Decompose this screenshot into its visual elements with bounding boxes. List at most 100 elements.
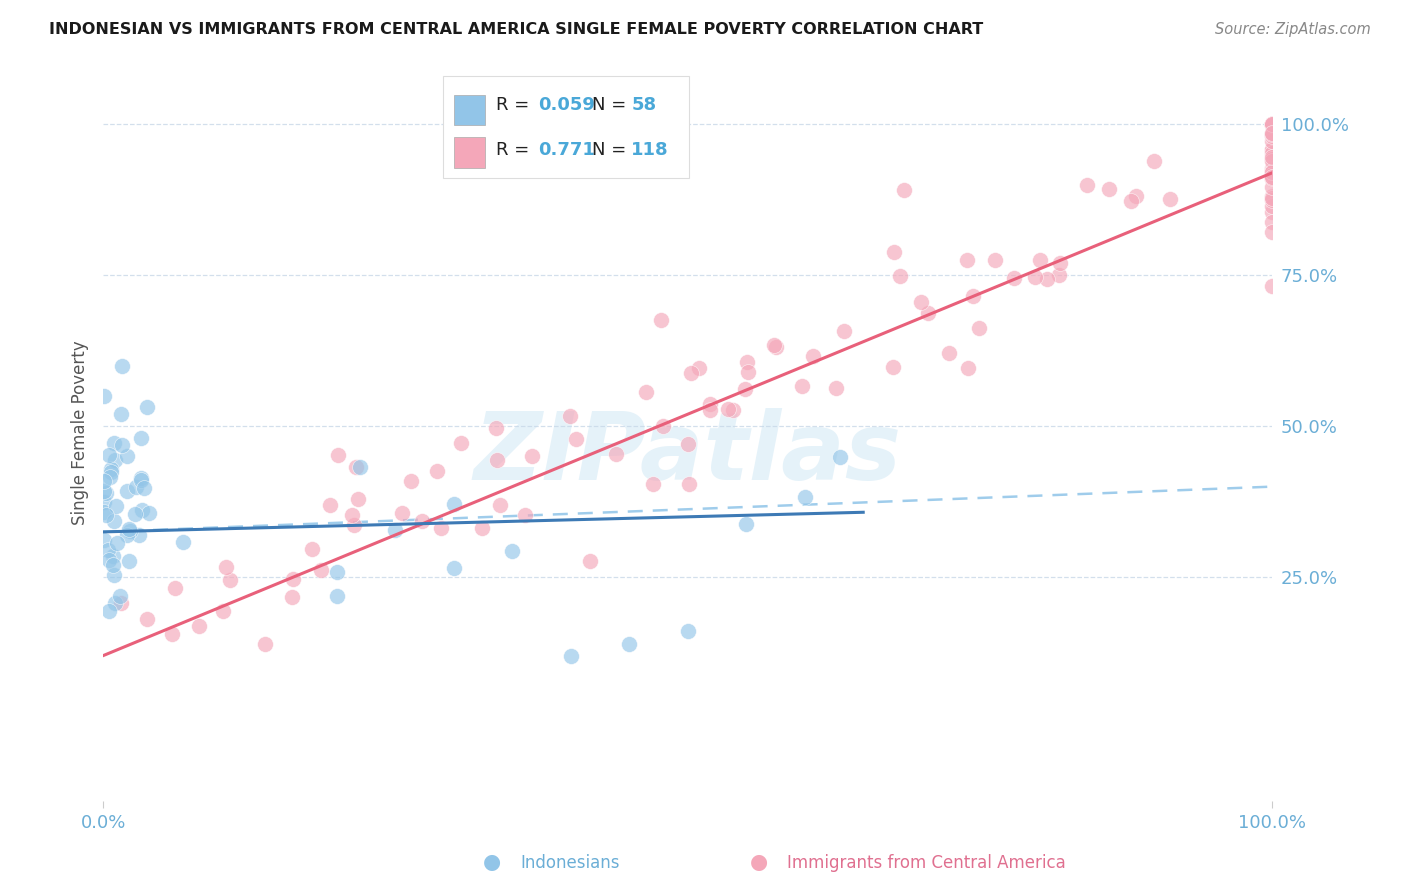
Point	[486, 453, 509, 467]
Point	[1261, 169, 1284, 184]
Point	[391, 506, 413, 520]
Point	[801, 349, 824, 363]
Point	[129, 474, 152, 488]
Point	[1125, 189, 1147, 203]
Point	[679, 367, 702, 381]
Point	[652, 419, 675, 434]
Point	[699, 397, 721, 411]
Point	[650, 313, 672, 327]
Point	[1261, 117, 1284, 131]
Point	[118, 554, 141, 568]
Point	[564, 432, 586, 446]
Point	[104, 500, 127, 514]
Point	[100, 465, 122, 479]
Point	[97, 448, 120, 462]
Point	[104, 452, 127, 467]
Text: Source: ZipAtlas.com: Source: ZipAtlas.com	[1215, 22, 1371, 37]
Point	[309, 563, 332, 577]
Point	[883, 245, 905, 260]
Point	[131, 503, 153, 517]
Point	[688, 361, 710, 376]
Point	[340, 508, 363, 523]
Point	[138, 506, 160, 520]
Point	[1261, 117, 1284, 131]
Point	[520, 450, 543, 464]
Text: N =: N =	[592, 141, 631, 159]
Point	[1002, 271, 1025, 285]
Point	[910, 295, 932, 310]
Point	[129, 471, 152, 485]
Point	[93, 474, 115, 488]
Point	[1261, 279, 1284, 293]
Point	[101, 549, 124, 563]
Point	[643, 476, 665, 491]
Point	[1261, 171, 1284, 186]
Text: ●: ●	[484, 853, 501, 872]
Point	[889, 268, 911, 283]
Text: R =: R =	[496, 96, 536, 114]
Text: N =: N =	[592, 96, 631, 114]
Point	[678, 476, 700, 491]
Point	[429, 521, 451, 535]
Point	[765, 340, 787, 354]
Point	[326, 565, 349, 579]
Point	[1159, 192, 1181, 206]
Point	[828, 450, 851, 465]
Point	[443, 498, 465, 512]
Point	[349, 459, 371, 474]
Point	[1261, 165, 1284, 179]
Point	[1261, 126, 1284, 140]
Point	[103, 436, 125, 450]
Point	[619, 636, 641, 650]
Point	[93, 389, 115, 403]
Point	[1261, 128, 1284, 142]
Text: 58: 58	[631, 96, 657, 114]
Point	[737, 365, 759, 379]
Point	[1261, 134, 1284, 148]
Point	[172, 535, 194, 549]
Point	[97, 553, 120, 567]
Point	[1143, 153, 1166, 168]
Point	[1261, 118, 1284, 132]
Point	[301, 542, 323, 557]
Point	[93, 505, 115, 519]
Point	[111, 438, 134, 452]
Text: Immigrants from Central America: Immigrants from Central America	[787, 855, 1066, 872]
Point	[328, 448, 350, 462]
Point	[734, 382, 756, 396]
Point	[131, 431, 153, 445]
Point	[762, 338, 785, 352]
Point	[411, 514, 433, 528]
Point	[104, 596, 127, 610]
Point	[735, 516, 758, 531]
Point	[93, 495, 115, 509]
Point	[956, 253, 979, 268]
Point	[124, 507, 146, 521]
Point	[834, 324, 856, 338]
Point	[471, 521, 494, 535]
Point	[1261, 152, 1284, 166]
Point	[103, 515, 125, 529]
Point	[984, 253, 1007, 268]
Point	[825, 381, 848, 395]
Point	[94, 486, 117, 500]
Point	[97, 604, 120, 618]
Point	[1261, 180, 1284, 194]
Point	[111, 359, 134, 373]
Point	[98, 470, 121, 484]
Point	[917, 306, 939, 320]
Point	[1261, 117, 1284, 131]
Point	[1261, 117, 1284, 131]
Point	[962, 289, 984, 303]
Point	[579, 554, 602, 568]
Point	[100, 461, 122, 475]
Point	[134, 481, 156, 495]
Point	[717, 401, 740, 416]
Point	[1261, 128, 1284, 143]
Point	[721, 403, 744, 417]
Point	[676, 624, 699, 639]
Point	[1261, 189, 1284, 203]
Point	[1261, 215, 1284, 229]
Point	[108, 589, 131, 603]
Point	[319, 498, 342, 512]
